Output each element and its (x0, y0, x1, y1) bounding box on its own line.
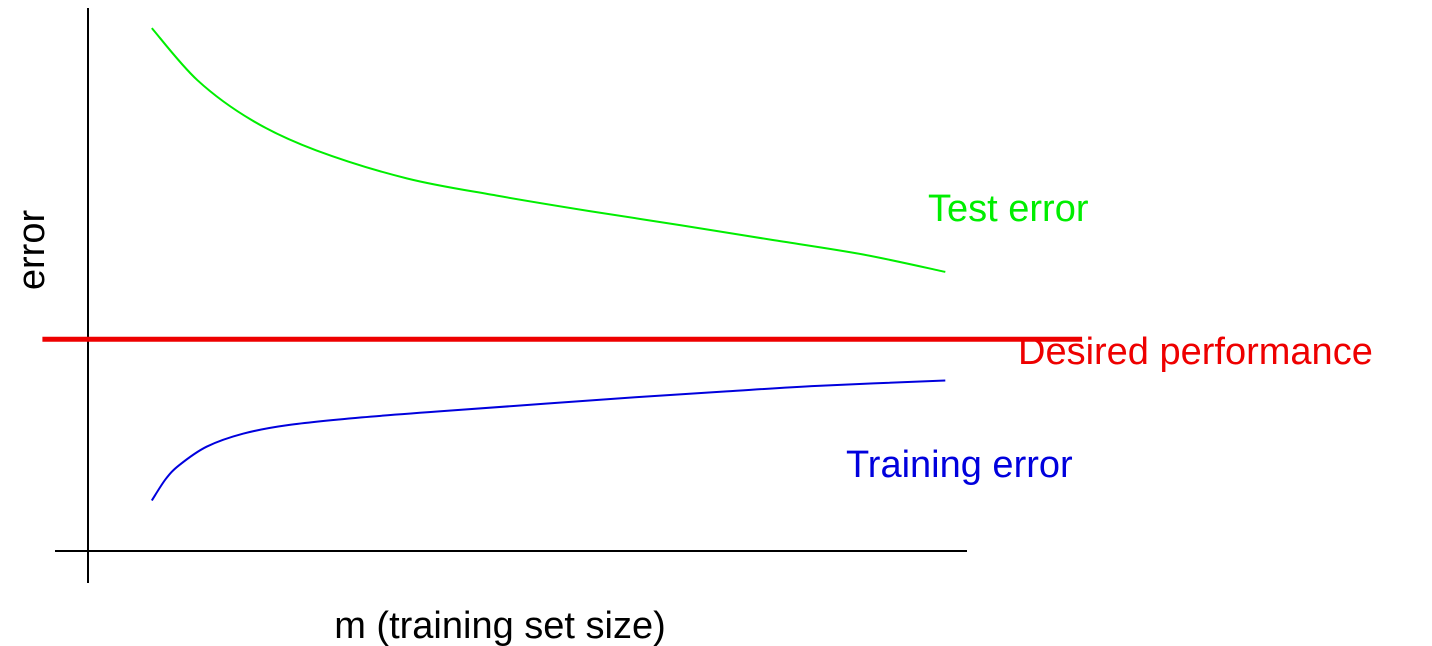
series-label-desired-performance: Desired performance (1018, 331, 1373, 373)
series-label-test-error: Test error (928, 188, 1089, 230)
series-layer (42, 27, 1083, 502)
y-axis-label: error (11, 210, 53, 291)
series-line-training-error (150, 379, 946, 502)
series-label-training-error: Training error (846, 444, 1073, 486)
x-axis-label: m (training set size) (334, 605, 666, 646)
axes (55, 8, 967, 583)
series-line-test-error (151, 27, 946, 273)
